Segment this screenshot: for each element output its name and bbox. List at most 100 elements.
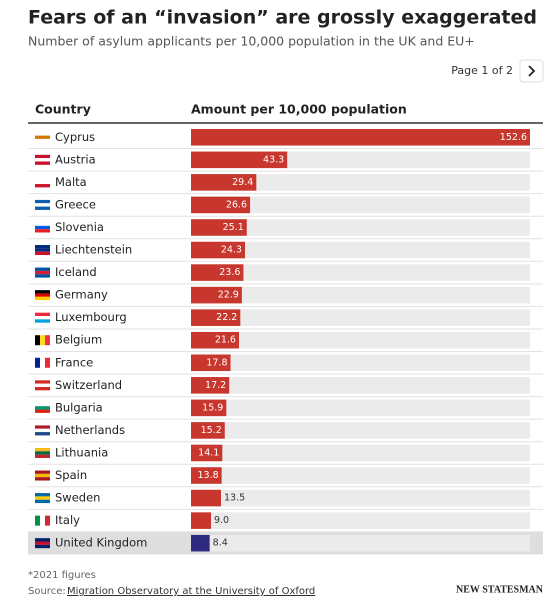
flag-part <box>35 357 40 368</box>
chart-subtitle: Number of asylum applicants per 10,000 p… <box>28 34 475 49</box>
value-label: 25.1 <box>223 222 244 233</box>
flag-part <box>35 199 50 204</box>
bar <box>191 467 222 484</box>
bar-track <box>191 174 530 191</box>
flag-part <box>35 541 50 545</box>
value-label: 21.6 <box>215 335 236 346</box>
bar-track <box>191 422 530 439</box>
flag-part <box>35 158 50 162</box>
value-label: 13.5 <box>224 493 245 504</box>
flag-part <box>45 515 50 526</box>
bar <box>191 444 223 462</box>
flag-part <box>35 515 40 526</box>
bar <box>191 241 245 259</box>
value-label: 13.8 <box>198 470 219 481</box>
source-link[interactable]: Migration Observatory at the University … <box>67 586 315 597</box>
next-arrow <box>528 65 536 77</box>
flag-part <box>35 293 50 297</box>
flag-part <box>35 206 50 210</box>
country-label: Greece <box>55 197 96 211</box>
flag-part <box>35 180 50 185</box>
bar-track <box>191 264 530 281</box>
bar-track <box>191 354 530 372</box>
chart-title: Fears of an “invasion” are grossly exagg… <box>28 7 537 29</box>
flag-part <box>35 335 40 346</box>
bar <box>191 151 288 169</box>
flag-part <box>35 425 50 429</box>
flag-part <box>35 409 50 413</box>
bar <box>191 264 244 281</box>
flag-part <box>35 222 50 226</box>
bar <box>191 512 211 529</box>
flag-part <box>35 245 50 249</box>
bar <box>191 354 231 372</box>
flag-part <box>35 274 50 278</box>
pager: Page 1 of 2 <box>451 64 513 77</box>
country-label: Cyprus <box>55 130 95 144</box>
country-label: Luxembourg <box>55 310 127 324</box>
flag-part <box>35 454 50 458</box>
flag-part <box>35 290 50 294</box>
bar-track <box>191 467 530 484</box>
country-label: Liechtenstein <box>55 243 132 257</box>
bar <box>191 399 227 417</box>
country-label: Spain <box>55 468 87 482</box>
bar-track <box>191 219 530 236</box>
country-label: United Kingdom <box>55 536 147 550</box>
bar <box>191 489 221 507</box>
column-header: Amount per 10,000 population <box>191 102 407 117</box>
next-page-button[interactable] <box>519 59 544 83</box>
country-label: Lithuania <box>55 445 108 459</box>
logo: NEW STATESMAN <box>456 584 544 595</box>
value-label: 14.1 <box>198 447 219 458</box>
bar <box>191 309 241 326</box>
flag-part <box>35 177 50 181</box>
value-label: 9.0 <box>214 515 229 526</box>
flag-part <box>35 132 50 136</box>
country-label: France <box>55 355 93 369</box>
flag-part <box>40 335 45 346</box>
value-label: 15.2 <box>201 425 222 436</box>
bar-track <box>191 399 530 417</box>
source-label: Source: <box>28 586 66 597</box>
bar-track <box>191 512 530 529</box>
country-label: Netherlands <box>55 423 125 437</box>
value-label: 22.9 <box>218 290 239 301</box>
flag-part <box>35 267 50 271</box>
value-label: 24.3 <box>221 245 242 256</box>
flag-part <box>35 229 50 233</box>
value-label: 26.6 <box>226 199 247 210</box>
flag-part <box>35 538 50 542</box>
column-header: Country <box>35 102 91 117</box>
bar <box>191 422 225 439</box>
country-label: Belgium <box>55 333 102 347</box>
flag-part <box>35 473 50 478</box>
flag-part <box>35 544 50 549</box>
flag-part <box>35 296 50 301</box>
country-label: Slovenia <box>55 220 104 234</box>
bar <box>191 377 230 394</box>
country-label: Switzerland <box>55 378 122 392</box>
flag-part <box>35 248 50 252</box>
flag-part <box>35 493 50 497</box>
value-label: 22.2 <box>216 312 237 323</box>
flag-part <box>35 447 50 452</box>
flag-part <box>35 251 50 256</box>
bar-track <box>191 241 530 259</box>
bar <box>191 196 251 214</box>
bar <box>191 534 210 552</box>
value-label: 15.9 <box>202 402 223 413</box>
flag-part <box>35 312 50 317</box>
bar <box>191 331 239 349</box>
value-label: 23.6 <box>219 267 240 278</box>
flag-part <box>35 316 50 320</box>
bar-track <box>191 309 530 326</box>
bar-track <box>191 534 530 552</box>
flag-part <box>35 496 50 500</box>
flag-part <box>35 270 50 275</box>
value-label: 43.3 <box>263 154 284 165</box>
value-label: 17.2 <box>205 380 226 391</box>
footnote: *2021 figures <box>28 570 96 581</box>
flag-part <box>35 380 50 384</box>
